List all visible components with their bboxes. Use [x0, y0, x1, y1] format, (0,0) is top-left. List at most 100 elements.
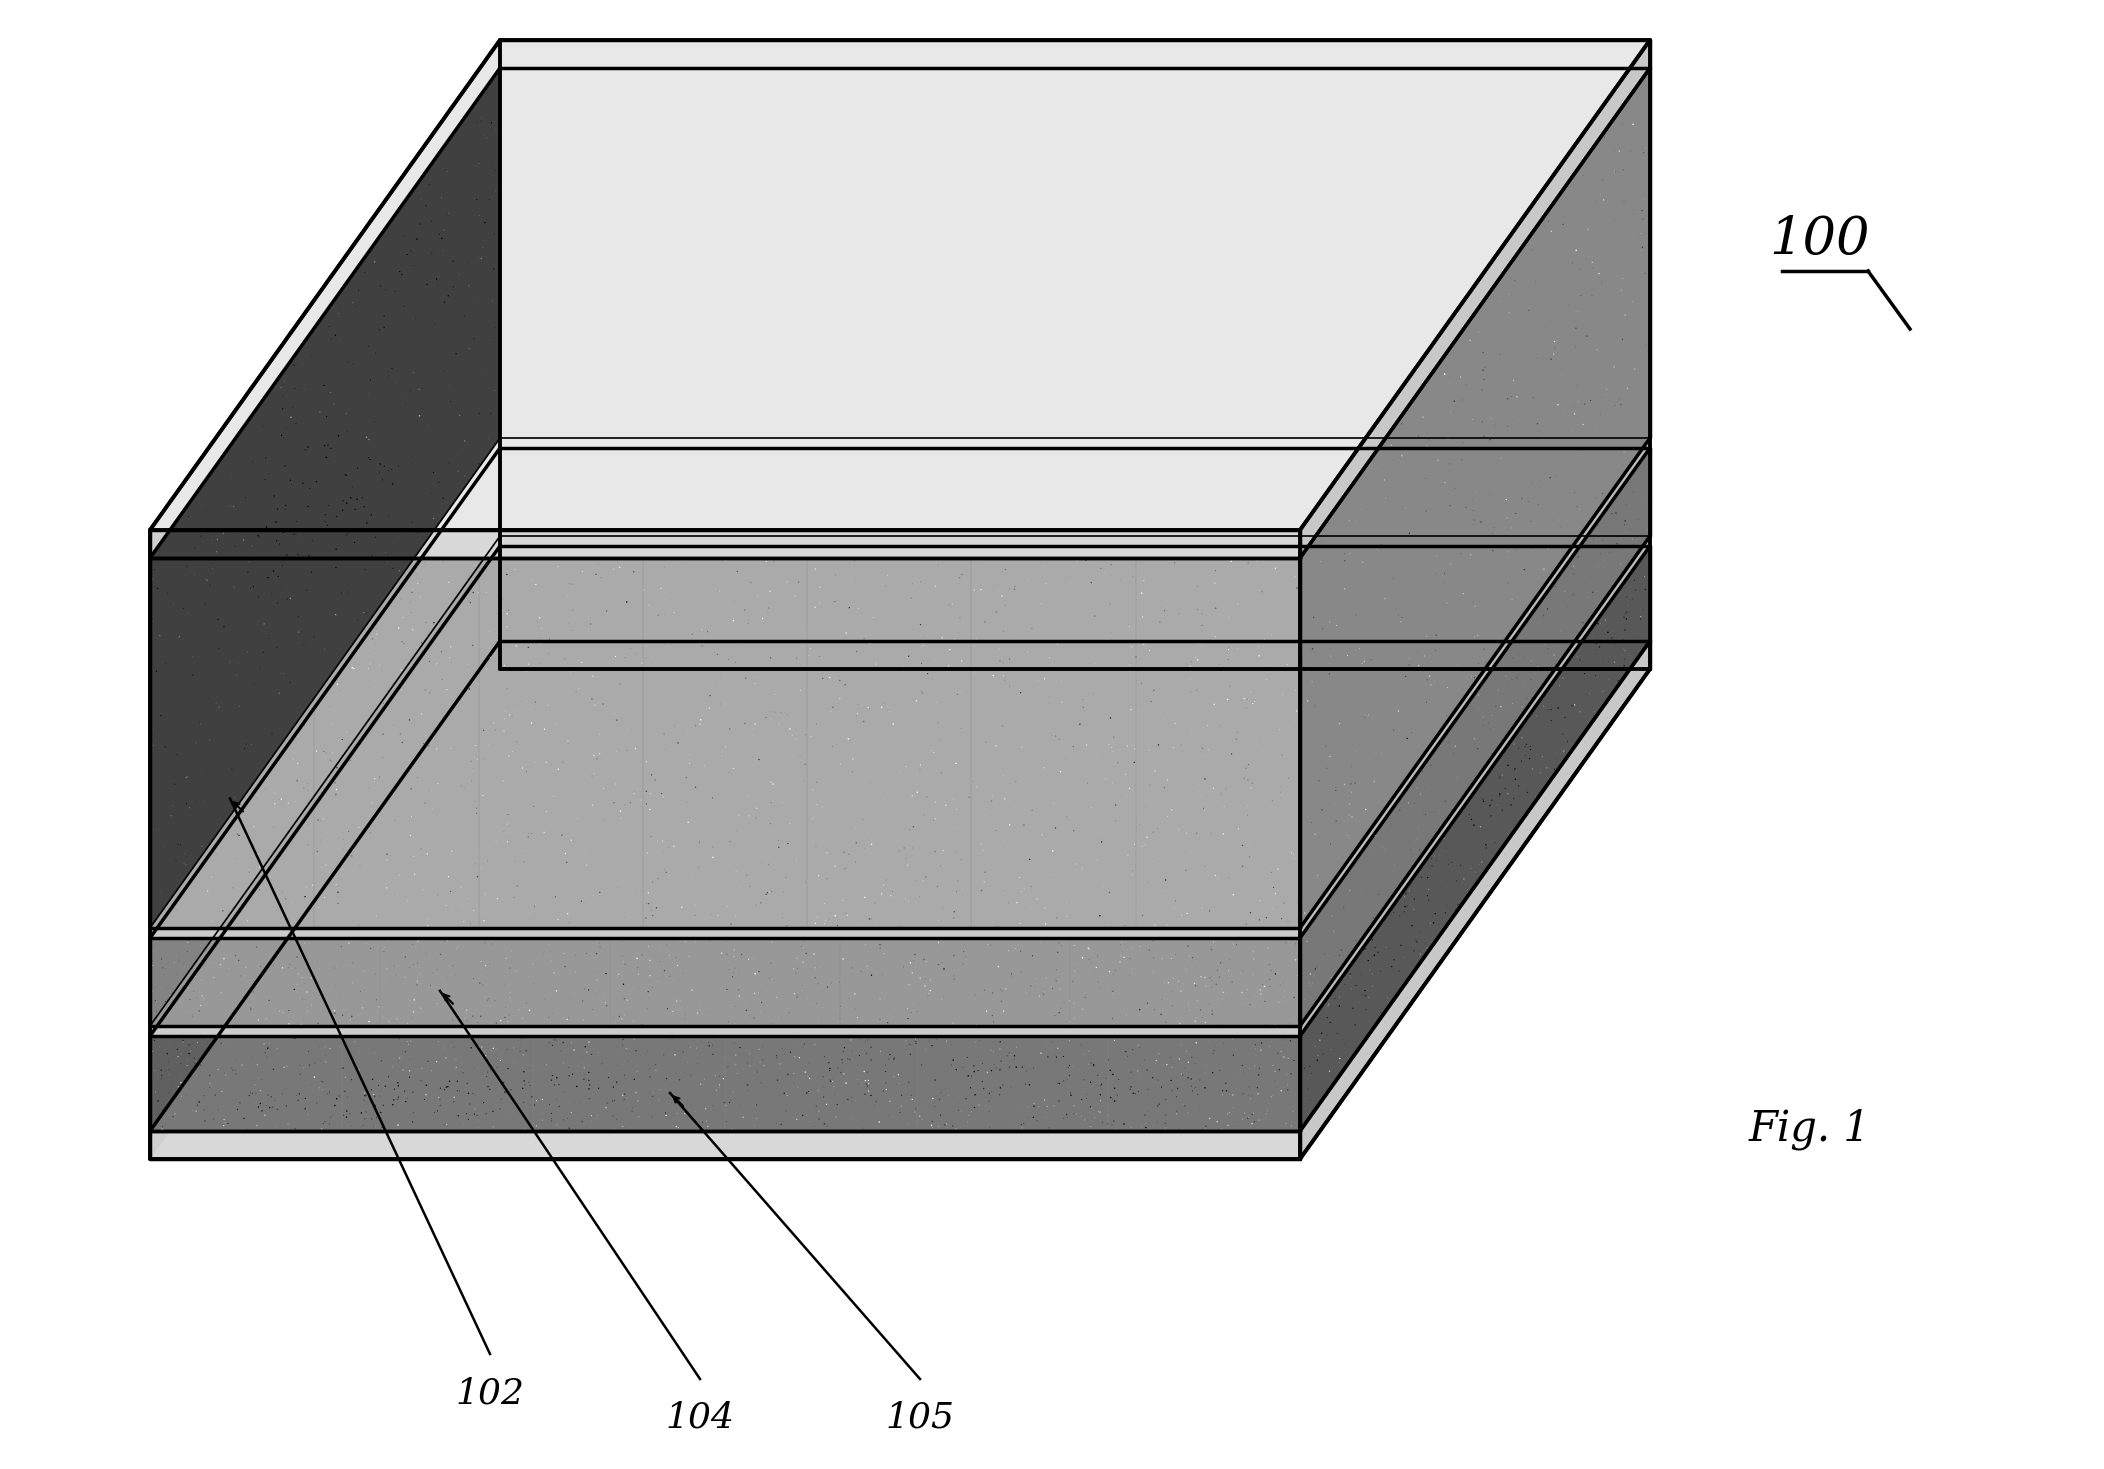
Point — [1597, 207, 1631, 231]
Point — [856, 551, 890, 574]
Point — [1231, 983, 1265, 1006]
Point — [606, 972, 640, 996]
Point — [1056, 405, 1090, 429]
Point — [730, 1074, 764, 1097]
Point — [522, 279, 555, 303]
Point — [919, 477, 953, 501]
Point — [1037, 482, 1071, 505]
Point — [454, 780, 488, 804]
Point — [890, 1005, 924, 1028]
Point — [1288, 501, 1321, 524]
Point — [661, 668, 694, 692]
Point — [324, 436, 358, 460]
Point — [427, 492, 461, 516]
Point — [587, 477, 621, 501]
Point — [844, 317, 877, 341]
Point — [549, 842, 583, 865]
Point — [471, 101, 505, 125]
Point — [1138, 229, 1172, 253]
Point — [1029, 397, 1063, 420]
Point — [720, 1053, 753, 1077]
Point — [1397, 887, 1431, 911]
Point — [909, 762, 943, 786]
Point — [1142, 539, 1176, 563]
Point — [168, 1074, 202, 1097]
Point — [1351, 864, 1384, 887]
Point — [433, 646, 467, 670]
Point — [852, 1072, 886, 1096]
Point — [974, 789, 1008, 812]
Point — [1462, 673, 1496, 696]
Point — [1275, 1062, 1309, 1086]
Point — [1338, 65, 1372, 88]
Point — [633, 842, 667, 865]
Point — [867, 898, 901, 921]
Point — [720, 333, 753, 357]
Point — [154, 804, 187, 827]
Point — [402, 736, 436, 759]
Point — [1214, 544, 1248, 567]
Point — [1039, 466, 1073, 489]
Point — [903, 563, 936, 586]
Point — [705, 942, 739, 965]
Point — [1172, 375, 1206, 398]
Point — [1256, 542, 1290, 566]
Point — [1504, 808, 1538, 831]
Point — [1193, 1106, 1227, 1130]
Point — [532, 1006, 566, 1030]
Point — [1168, 743, 1201, 767]
Point — [1528, 698, 1561, 721]
Point — [629, 956, 663, 980]
Point — [1029, 714, 1063, 737]
Point — [964, 574, 997, 598]
Point — [1283, 248, 1317, 272]
Point — [1307, 545, 1340, 569]
Point — [1469, 250, 1502, 273]
Point — [490, 946, 524, 970]
Point — [467, 376, 501, 400]
Point — [280, 830, 313, 853]
Point — [621, 975, 654, 999]
Point — [1599, 394, 1633, 417]
Point — [421, 948, 454, 971]
Point — [1193, 170, 1227, 194]
Point — [749, 454, 783, 477]
Point — [1252, 472, 1286, 495]
Point — [137, 558, 170, 582]
Point — [286, 353, 320, 376]
Point — [568, 1002, 602, 1025]
Point — [404, 996, 438, 1019]
Point — [562, 63, 595, 87]
Point — [747, 182, 781, 206]
Point — [781, 983, 814, 1006]
Point — [553, 222, 587, 245]
Point — [366, 624, 400, 648]
Point — [1256, 789, 1290, 812]
Point — [593, 492, 627, 516]
Point — [303, 1049, 337, 1072]
Point — [1138, 546, 1172, 570]
Point — [854, 372, 888, 395]
Point — [793, 107, 827, 131]
Point — [837, 536, 871, 560]
Point — [244, 397, 278, 420]
Point — [749, 707, 783, 730]
Point — [749, 786, 783, 809]
Point — [1441, 707, 1475, 730]
Point — [1389, 566, 1422, 589]
Point — [922, 710, 955, 733]
Point — [1313, 889, 1347, 912]
Point — [1164, 482, 1197, 505]
Point — [1323, 770, 1357, 793]
Point — [1513, 734, 1546, 758]
Point — [284, 524, 318, 548]
Point — [1273, 975, 1307, 999]
Point — [1403, 783, 1437, 806]
Point — [543, 782, 576, 805]
Point — [827, 342, 861, 366]
Point — [570, 159, 604, 182]
Point — [1004, 492, 1037, 516]
Point — [1317, 613, 1351, 636]
Point — [1431, 426, 1464, 450]
Point — [795, 298, 829, 322]
